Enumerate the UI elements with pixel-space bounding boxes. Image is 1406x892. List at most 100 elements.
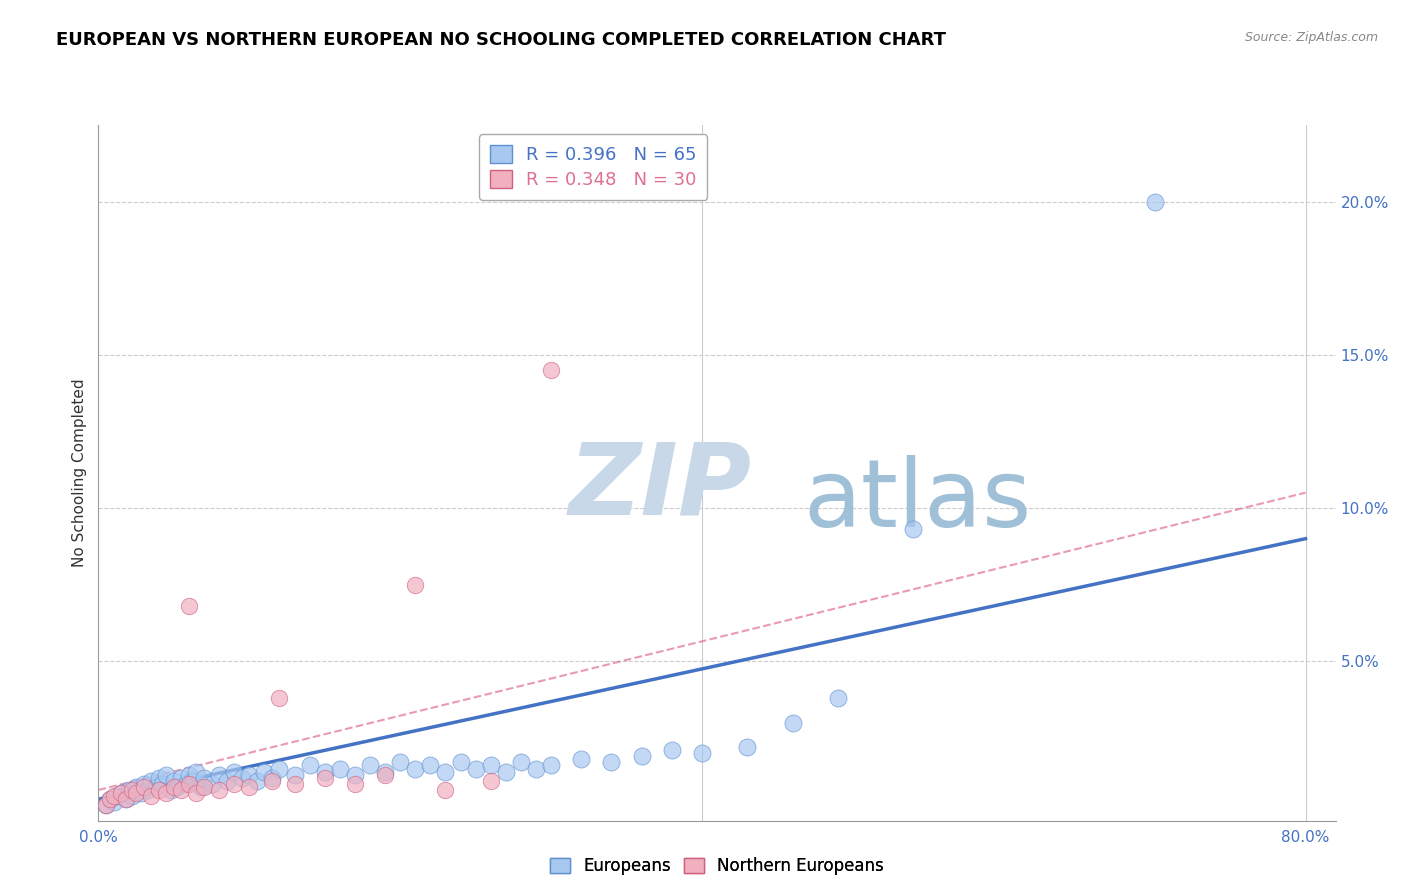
Point [103, 789, 125, 804]
Text: EUROPEAN VS NORTHERN EUROPEAN NO SCHOOLING COMPLETED CORRELATION CHART: EUROPEAN VS NORTHERN EUROPEAN NO SCHOOLI… [56, 31, 946, 49]
Point [177, 777, 200, 791]
Point [121, 783, 143, 797]
Point [374, 764, 396, 779]
Point [479, 773, 502, 788]
Point [569, 752, 592, 766]
Point [359, 758, 381, 772]
Point [174, 777, 197, 791]
Point [163, 780, 186, 794]
Point [94, 798, 117, 813]
Point [782, 715, 804, 730]
Point [132, 777, 155, 791]
Point [155, 786, 177, 800]
Point [148, 771, 170, 785]
Legend: Europeans, Northern Europeans: Europeans, Northern Europeans [543, 851, 891, 882]
Point [103, 795, 125, 809]
Point [177, 767, 200, 781]
Point [524, 762, 547, 776]
Point [540, 758, 562, 772]
Point [389, 756, 412, 770]
Point [329, 762, 352, 776]
Point [208, 767, 231, 781]
Point [419, 758, 441, 772]
Point [181, 773, 204, 788]
Point [269, 762, 291, 776]
Point [177, 599, 200, 613]
Point [374, 767, 396, 781]
Point [148, 783, 170, 797]
Point [238, 780, 260, 794]
Point [404, 577, 426, 591]
Point [141, 789, 163, 804]
Point [100, 792, 122, 806]
Point [186, 764, 208, 779]
Point [540, 363, 562, 377]
Point [155, 767, 177, 781]
Point [114, 792, 136, 806]
Point [94, 798, 117, 813]
Text: atlas: atlas [804, 455, 1032, 547]
Point [1143, 194, 1166, 209]
Point [260, 771, 283, 785]
Point [284, 767, 307, 781]
Point [135, 783, 157, 797]
Point [903, 523, 925, 537]
Point [170, 771, 193, 785]
Point [600, 756, 623, 770]
Point [110, 786, 132, 800]
Point [314, 764, 336, 779]
Y-axis label: No Schooling Completed: No Schooling Completed [72, 378, 87, 567]
Point [343, 777, 366, 791]
Point [110, 786, 132, 800]
Point [690, 746, 713, 760]
Text: ZIP: ZIP [568, 438, 752, 535]
Point [224, 764, 246, 779]
Point [190, 780, 212, 794]
Point [246, 773, 269, 788]
Point [105, 789, 128, 804]
Point [163, 773, 186, 788]
Point [238, 767, 260, 781]
Point [404, 762, 426, 776]
Point [434, 764, 457, 779]
Point [166, 780, 188, 794]
Point [193, 780, 215, 794]
Point [117, 783, 139, 797]
Point [193, 771, 215, 785]
Point [224, 777, 246, 791]
Point [464, 762, 486, 776]
Point [260, 773, 283, 788]
Point [314, 771, 336, 785]
Point [735, 740, 758, 755]
Point [827, 691, 849, 706]
Point [170, 783, 193, 797]
Point [479, 758, 502, 772]
Point [284, 777, 307, 791]
Point [269, 691, 291, 706]
Point [100, 792, 122, 806]
Point [495, 764, 517, 779]
Point [215, 773, 238, 788]
Point [114, 792, 136, 806]
Point [298, 758, 321, 772]
Point [208, 783, 231, 797]
Point [253, 764, 276, 779]
Point [160, 783, 183, 797]
Point [231, 771, 253, 785]
Point [661, 743, 683, 757]
Point [450, 756, 472, 770]
Point [200, 777, 222, 791]
Point [141, 773, 163, 788]
Point [343, 767, 366, 781]
Point [125, 786, 148, 800]
Point [145, 780, 167, 794]
Point [132, 780, 155, 794]
Point [509, 756, 531, 770]
Point [121, 789, 143, 804]
Point [630, 749, 652, 764]
Point [186, 786, 208, 800]
Point [125, 780, 148, 794]
Point [434, 783, 457, 797]
Text: Source: ZipAtlas.com: Source: ZipAtlas.com [1244, 31, 1378, 45]
Point [150, 777, 173, 791]
